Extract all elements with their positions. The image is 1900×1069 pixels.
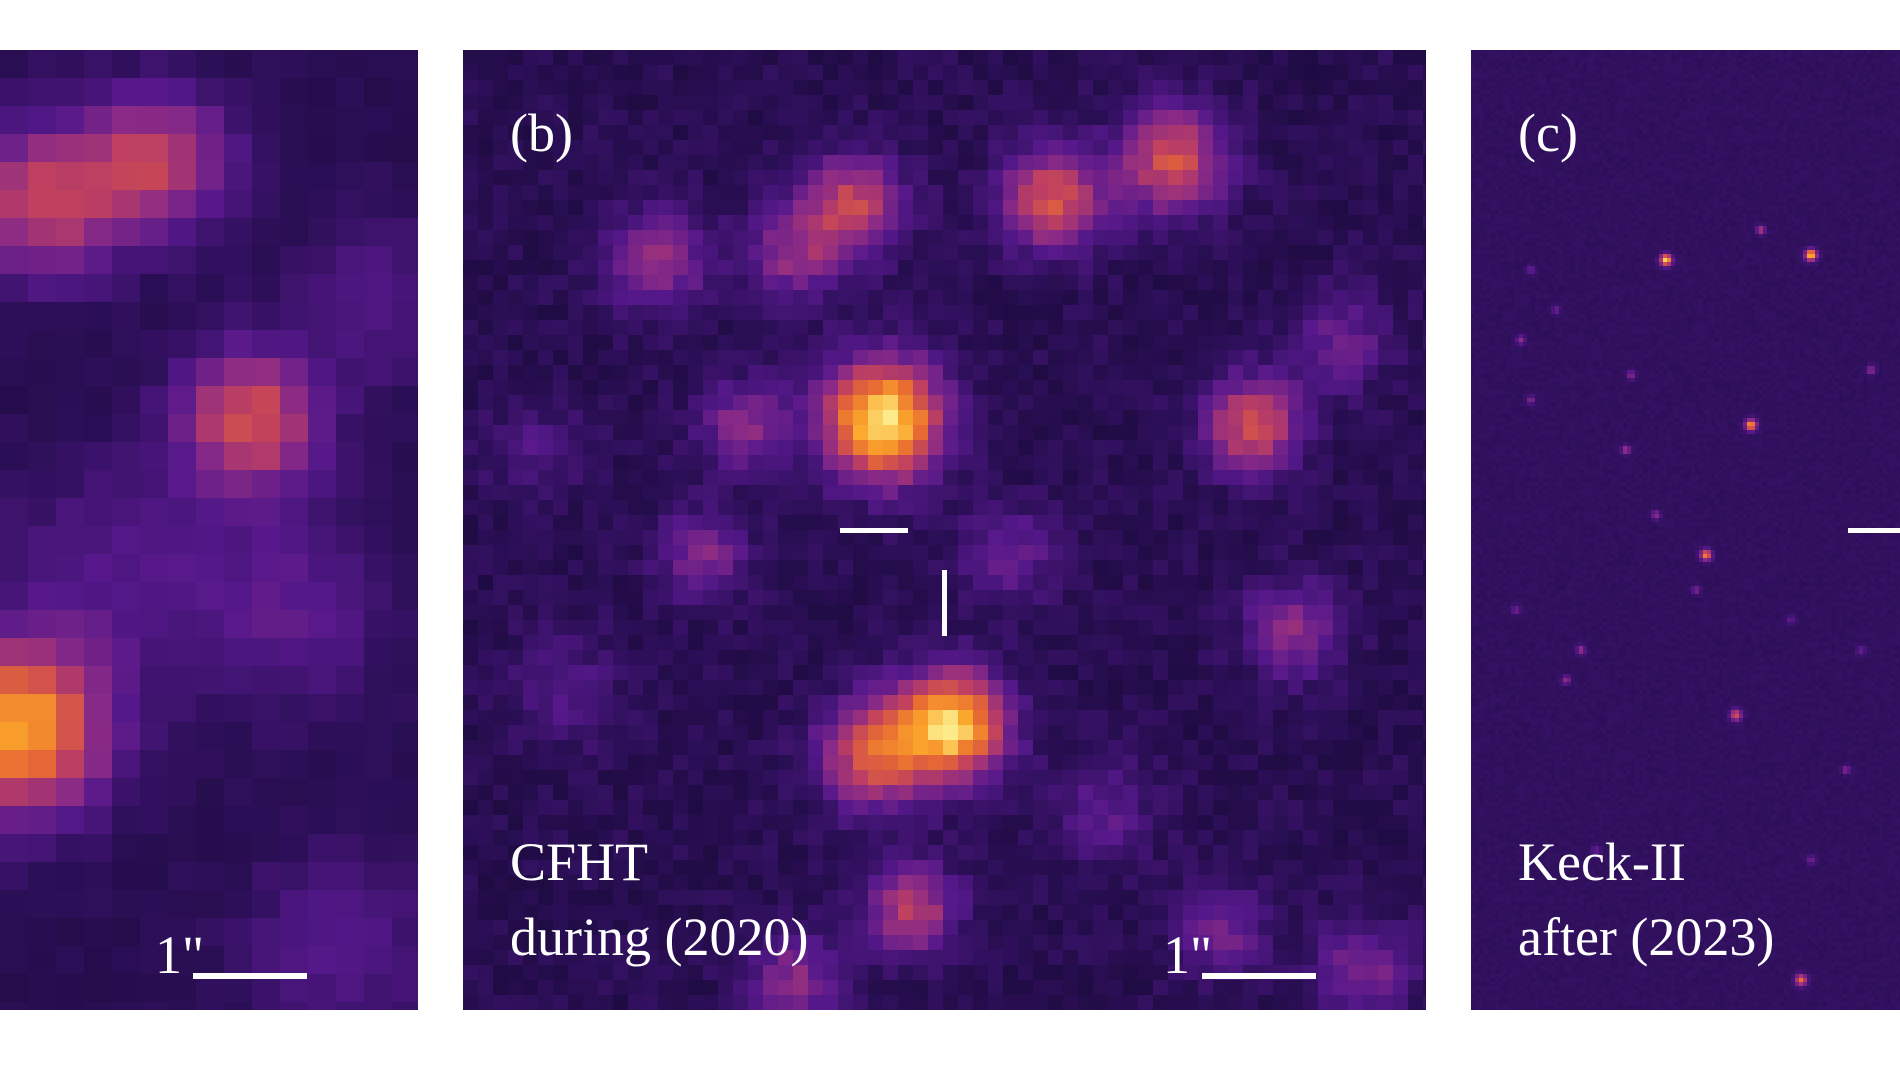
panel-b-label: (b) [510,106,573,160]
panel-c-caption-instrument: Keck-II [1518,835,1686,889]
panel-b: (b) CFHT during (2020) 1" [463,50,1426,1010]
target-marker-vertical [942,570,947,636]
panel-c: (c) Keck-II after (2023) [1471,50,1900,1010]
target-marker-horizontal-c [1848,528,1900,533]
panel-a: 1" [0,50,418,1010]
panel-b-caption-epoch: during (2020) [510,910,808,964]
panel-c-label: (c) [1518,106,1578,160]
panel-a-scale-bar [193,973,307,979]
panel-b-image [463,50,1426,1010]
panel-b-scale-bar [1202,973,1316,979]
panel-c-caption-epoch: after (2023) [1518,910,1774,964]
target-marker-horizontal [840,528,908,533]
panel-b-caption-instrument: CFHT [510,835,648,889]
panel-a-image [0,50,418,1010]
panel-c-image [1471,50,1900,1010]
